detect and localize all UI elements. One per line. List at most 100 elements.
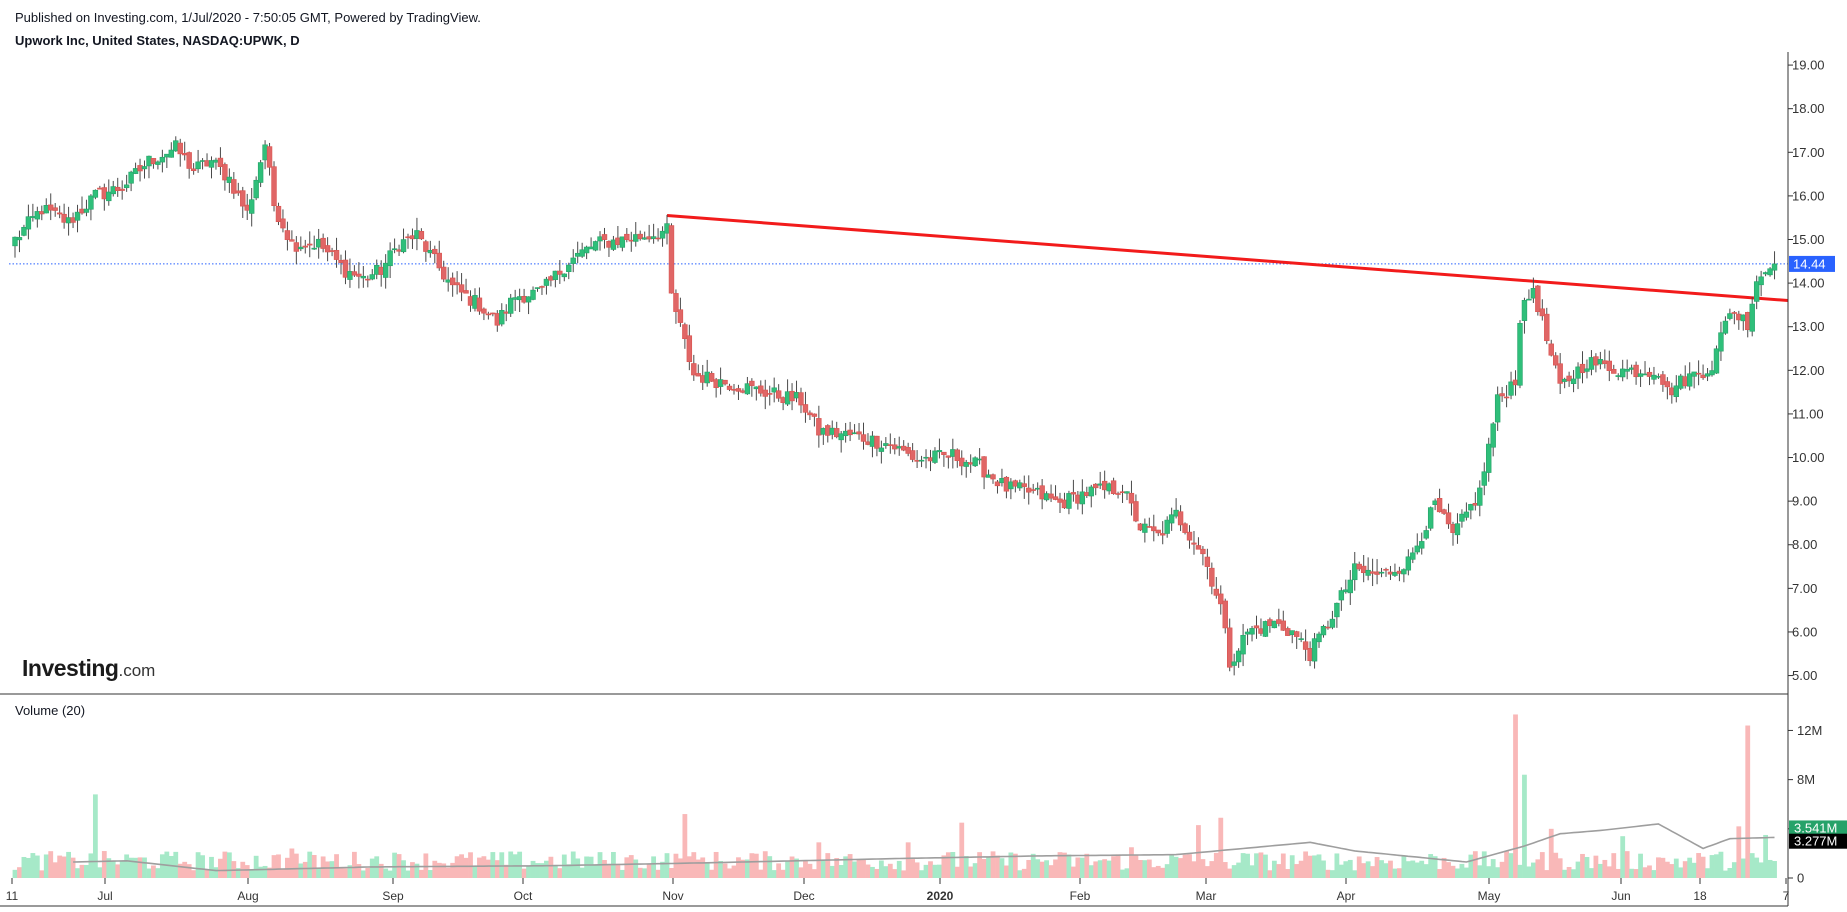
volume-bar bbox=[669, 868, 674, 878]
candle-body bbox=[775, 390, 782, 399]
candle-body bbox=[1017, 482, 1023, 489]
candle bbox=[262, 140, 268, 170]
candle-body bbox=[784, 391, 791, 405]
candle-body bbox=[735, 388, 742, 392]
volume-bar bbox=[316, 867, 322, 878]
candle-body bbox=[820, 428, 827, 435]
candle bbox=[1637, 369, 1644, 387]
volume-bar bbox=[182, 861, 188, 878]
volume-bar bbox=[1410, 860, 1416, 878]
candle bbox=[771, 377, 777, 403]
candle bbox=[463, 278, 469, 294]
candle bbox=[253, 176, 259, 201]
price-tick-label: 14.00 bbox=[1792, 276, 1825, 291]
candle bbox=[56, 205, 63, 219]
candle-body bbox=[682, 324, 688, 340]
candle-body bbox=[985, 474, 992, 478]
candle-body bbox=[293, 242, 300, 252]
candle-body bbox=[499, 310, 505, 325]
volume-bar bbox=[119, 861, 125, 878]
candle bbox=[842, 422, 849, 443]
volume-bar bbox=[1213, 852, 1219, 878]
candle bbox=[909, 443, 916, 463]
candle-body bbox=[266, 146, 273, 168]
candle-body bbox=[467, 296, 474, 306]
candle-body bbox=[168, 149, 175, 158]
candle-body bbox=[1088, 486, 1094, 497]
last-price-label: 14.44 bbox=[1793, 256, 1826, 271]
candle-body bbox=[758, 385, 764, 394]
volume-bar bbox=[1276, 864, 1282, 878]
candle bbox=[1285, 626, 1291, 636]
volume-bar bbox=[92, 794, 98, 878]
candle-body bbox=[1231, 661, 1237, 666]
volume-bar bbox=[682, 814, 688, 878]
candle-body bbox=[1396, 570, 1403, 574]
volume-bar bbox=[1575, 861, 1581, 878]
volume-bar bbox=[588, 856, 594, 878]
candle bbox=[1249, 625, 1255, 642]
candle-body bbox=[1276, 619, 1282, 624]
candle bbox=[1700, 364, 1706, 380]
volume-bar bbox=[606, 865, 612, 878]
candle bbox=[539, 285, 545, 295]
candle bbox=[1061, 492, 1068, 509]
volume-bar bbox=[892, 869, 898, 878]
candle-body bbox=[449, 277, 456, 286]
candle-body bbox=[945, 455, 952, 458]
volume-bar bbox=[1620, 836, 1626, 878]
candle bbox=[400, 228, 407, 254]
time-tick-label: Sep bbox=[382, 889, 404, 903]
candle bbox=[333, 237, 340, 268]
volume-bar bbox=[21, 856, 27, 878]
volume-bar bbox=[602, 860, 607, 878]
candle-body bbox=[655, 237, 661, 240]
published-note: Published on Investing.com, 1/Jul/2020 -… bbox=[15, 10, 481, 25]
volume-bar bbox=[1115, 854, 1121, 878]
candle bbox=[182, 141, 188, 161]
candle bbox=[673, 289, 679, 324]
candle bbox=[1151, 514, 1157, 542]
candle bbox=[1503, 385, 1510, 408]
candle bbox=[16, 230, 23, 253]
candle bbox=[601, 227, 608, 249]
candle-body bbox=[1503, 396, 1510, 399]
candle-body bbox=[1454, 523, 1461, 536]
candle bbox=[1566, 371, 1572, 387]
volume-bar bbox=[360, 870, 366, 878]
volume-bar bbox=[1673, 858, 1679, 878]
candle bbox=[1410, 547, 1416, 564]
volume-bar bbox=[1642, 867, 1648, 878]
candle-body bbox=[275, 205, 282, 223]
candle-body bbox=[574, 252, 581, 257]
candle-body bbox=[1553, 355, 1559, 366]
volume-bar bbox=[1763, 834, 1769, 878]
volume-bar bbox=[834, 858, 840, 878]
volume-bar bbox=[1401, 856, 1407, 878]
volume-bar bbox=[758, 869, 764, 878]
candle-body bbox=[119, 188, 125, 191]
candle bbox=[1293, 630, 1300, 649]
volume-bar bbox=[503, 864, 509, 878]
volume-tick-label: 12M bbox=[1797, 723, 1822, 738]
candle-body bbox=[1218, 593, 1224, 605]
candle bbox=[307, 231, 313, 258]
candle-body bbox=[1034, 487, 1041, 490]
candle bbox=[597, 231, 603, 251]
candle-body bbox=[289, 239, 295, 242]
volume-bar bbox=[191, 870, 197, 878]
volume-bar bbox=[615, 863, 621, 878]
candle bbox=[1526, 289, 1532, 301]
candle-body bbox=[360, 275, 367, 279]
candle bbox=[128, 170, 134, 192]
volume-bar bbox=[1137, 859, 1143, 878]
candle bbox=[119, 180, 125, 200]
candle-body bbox=[1271, 620, 1278, 629]
candle-body bbox=[21, 227, 27, 236]
volume-bar bbox=[847, 854, 853, 878]
candle bbox=[360, 266, 367, 288]
candle bbox=[141, 160, 148, 179]
candle bbox=[423, 239, 429, 262]
candle bbox=[708, 371, 715, 382]
